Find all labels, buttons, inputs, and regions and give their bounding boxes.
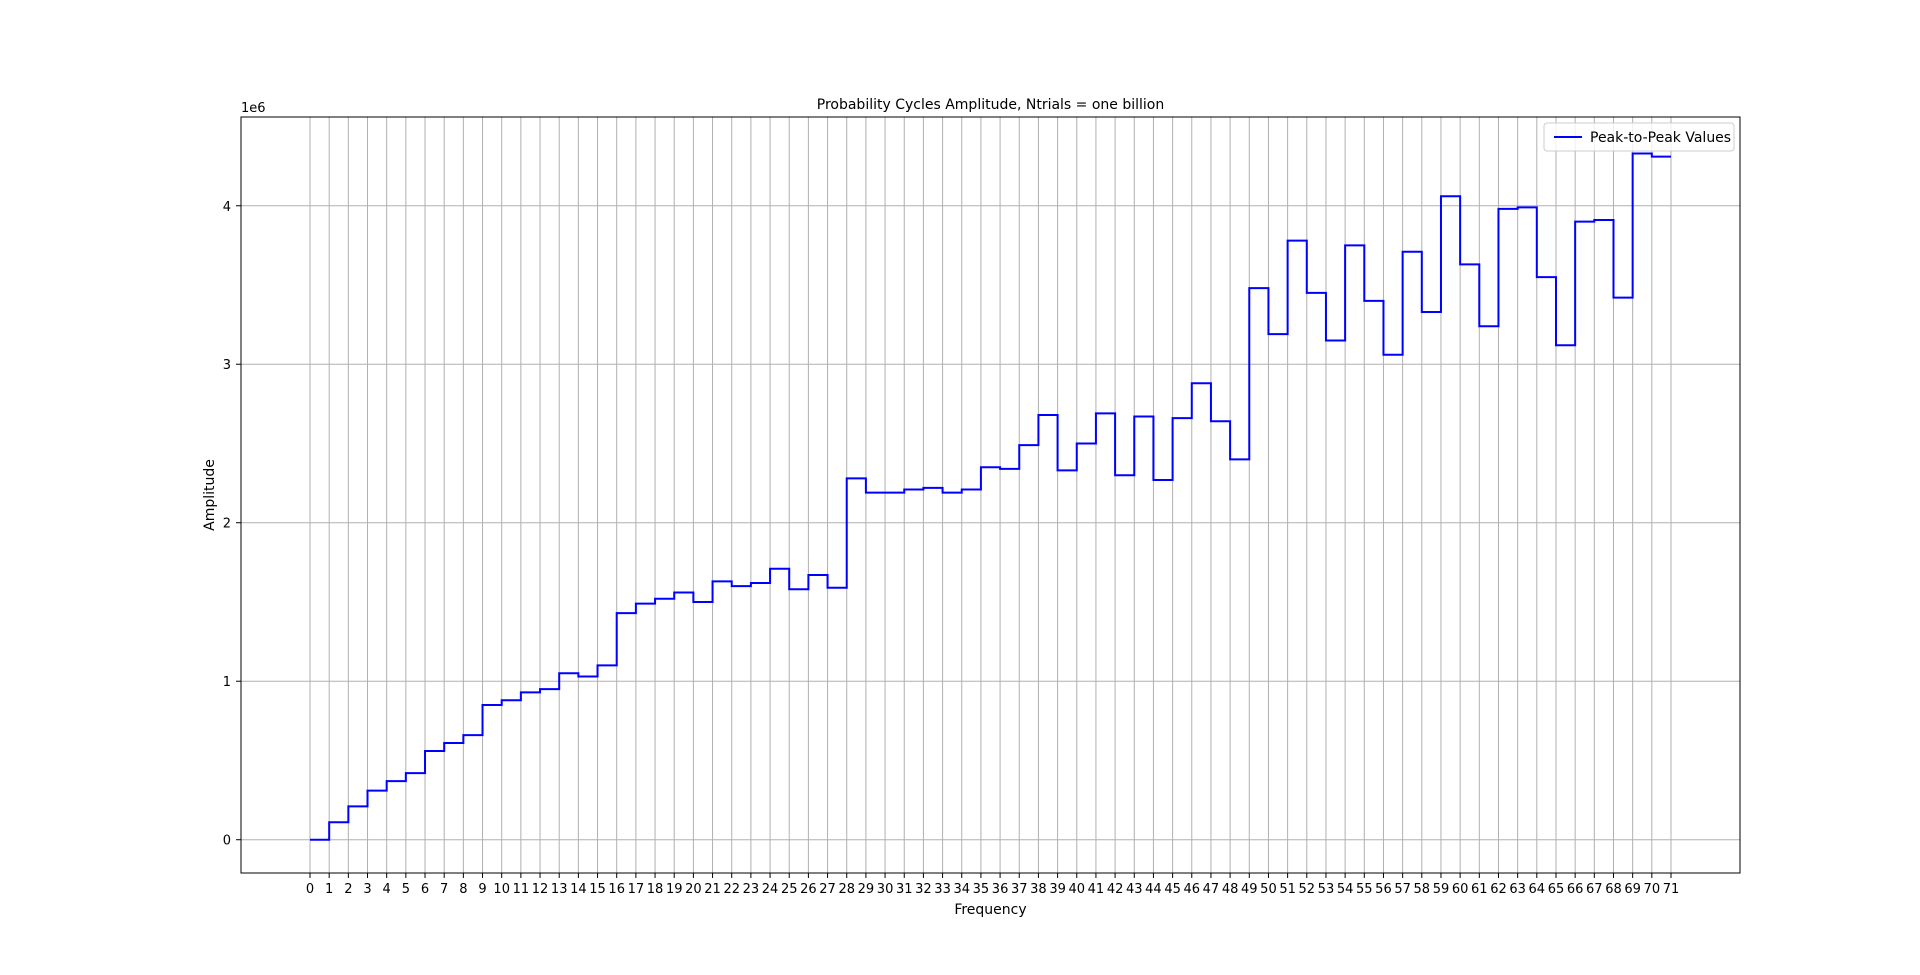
x-tick-label: 45 [1164,882,1181,897]
x-tick-label: 39 [1049,882,1066,897]
x-tick-label: 58 [1414,882,1431,897]
x-tick-label: 54 [1337,882,1354,897]
x-axis-label: Frequency [954,902,1026,918]
x-tick-label: 71 [1663,882,1680,897]
y-axis-label: Amplitude [202,459,218,531]
x-tick-label: 66 [1567,882,1584,897]
y-tick-label: 1 [223,675,231,690]
x-tick-label: 53 [1318,882,1335,897]
x-tick-label: 17 [628,882,645,897]
x-tick-label: 68 [1605,882,1622,897]
x-tick-label: 10 [493,882,510,897]
x-tick-label: 18 [647,882,664,897]
x-tick-label: 24 [762,882,779,897]
x-tick-label: 36 [992,882,1009,897]
x-tick-label: 11 [513,882,530,897]
x-tick-label: 15 [589,882,606,897]
x-tick-label: 64 [1529,882,1546,897]
x-tick-label: 27 [819,882,836,897]
x-tick-label: 5 [402,882,410,897]
x-tick-label: 7 [440,882,448,897]
x-tick-label: 21 [704,882,721,897]
x-tick-label: 8 [459,882,467,897]
x-tick-label: 30 [877,882,894,897]
x-tick-label: 47 [1203,882,1220,897]
x-tick-label: 28 [838,882,855,897]
x-tick-label: 46 [1183,882,1200,897]
x-tick-label: 20 [685,882,702,897]
plot-area [241,117,1740,873]
x-tick-label: 69 [1624,882,1641,897]
x-tick-label: 62 [1490,882,1507,897]
x-tick-label: 2 [344,882,352,897]
x-tick-label: 37 [1011,882,1028,897]
x-tick-label: 6 [421,882,429,897]
x-tick-label: 40 [1068,882,1085,897]
x-tick-label: 4 [383,882,391,897]
legend-box [1543,122,1735,152]
x-tick-label: 63 [1509,882,1526,897]
x-tick-label: 61 [1471,882,1488,897]
x-tick-label: 22 [723,882,740,897]
x-tick-label: 13 [551,882,568,897]
x-tick-label: 26 [800,882,817,897]
x-tick-label: 29 [858,882,875,897]
series-line [310,152,1671,841]
x-tick-label: 49 [1241,882,1258,897]
x-tick-label: 50 [1260,882,1277,897]
x-tick-label: 41 [1088,882,1105,897]
x-tick-label: 52 [1299,882,1316,897]
x-tick-label: 56 [1375,882,1392,897]
x-tick-label: 42 [1107,882,1124,897]
grid [241,117,1740,873]
x-tick-label: 35 [973,882,990,897]
y-axis: 0 1 2 3 4 [223,200,241,849]
x-tick-label: 31 [896,882,913,897]
x-tick-label: 67 [1586,882,1603,897]
y-tick-label: 0 [223,834,231,849]
x-tick-label: 48 [1222,882,1239,897]
chart-title: Probability Cycles Amplitude, Ntrials = … [817,97,1165,113]
plot-frame [240,116,1741,874]
y-tick-label: 2 [223,517,231,532]
legend-entry: Peak-to-Peak Values [1590,130,1731,146]
x-tick-label: 70 [1644,882,1661,897]
x-tick-label: 23 [743,882,760,897]
x-tick-label: 44 [1145,882,1162,897]
x-tick-label: 34 [953,882,970,897]
x-tick-label: 51 [1279,882,1296,897]
x-tick-label: 0 [306,882,314,897]
x-tick-label: 16 [608,882,625,897]
x-tick-label: 19 [666,882,683,897]
x-tick-label: 25 [781,882,798,897]
x-tick-label: 12 [532,882,549,897]
x-tick-label: 65 [1548,882,1565,897]
y-tick-label: 3 [223,358,231,373]
x-tick-label: 38 [1030,882,1047,897]
y-axis-offset-label: 1e6 [241,101,266,116]
x-tick-label: 3 [363,882,371,897]
x-tick-label: 60 [1452,882,1469,897]
x-tick-label: 1 [325,882,333,897]
x-tick-label: 9 [478,882,486,897]
x-tick-label: 59 [1433,882,1450,897]
y-tick-label: 4 [223,200,231,215]
x-tick-label: 33 [934,882,951,897]
x-tick-label: 14 [570,882,587,897]
x-tick-label: 32 [915,882,932,897]
x-tick-label: 55 [1356,882,1373,897]
x-tick-label: 57 [1394,882,1411,897]
series-layer [310,152,1671,841]
x-axis: 0 1 2 3 4 5 6 7 8 9 10 11 12 13 14 15 16 17 18 19 20 21 22 23 24… [306,873,1679,897]
x-tick-label: 43 [1126,882,1143,897]
legend: Peak-to-Peak Values [1543,122,1735,152]
